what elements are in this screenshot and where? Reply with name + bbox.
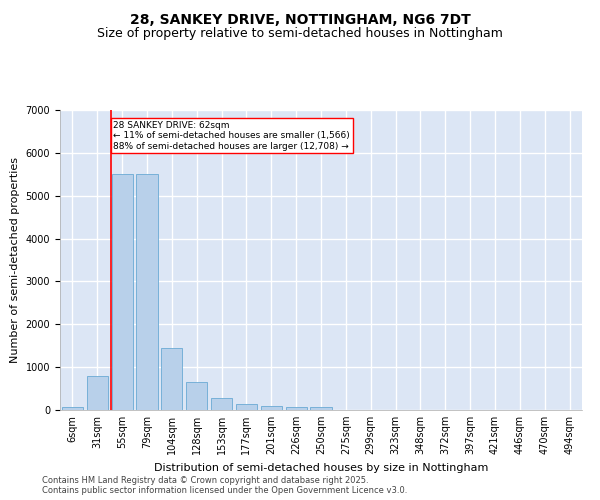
Bar — [211, 398, 232, 410]
Bar — [136, 174, 158, 410]
X-axis label: Distribution of semi-detached houses by size in Nottingham: Distribution of semi-detached houses by … — [154, 462, 488, 472]
Bar — [286, 407, 307, 410]
Bar — [161, 348, 182, 410]
Text: 28 SANKEY DRIVE: 62sqm
← 11% of semi-detached houses are smaller (1,566)
88% of : 28 SANKEY DRIVE: 62sqm ← 11% of semi-det… — [113, 120, 350, 150]
Y-axis label: Number of semi-detached properties: Number of semi-detached properties — [10, 157, 20, 363]
Text: 28, SANKEY DRIVE, NOTTINGHAM, NG6 7DT: 28, SANKEY DRIVE, NOTTINGHAM, NG6 7DT — [130, 12, 470, 26]
Bar — [87, 376, 108, 410]
Bar — [236, 404, 257, 410]
Bar — [310, 407, 332, 410]
Bar — [261, 406, 282, 410]
Bar — [62, 408, 83, 410]
Bar — [112, 174, 133, 410]
Text: Contains HM Land Registry data © Crown copyright and database right 2025.
Contai: Contains HM Land Registry data © Crown c… — [42, 476, 407, 495]
Text: Size of property relative to semi-detached houses in Nottingham: Size of property relative to semi-detach… — [97, 28, 503, 40]
Bar — [186, 382, 207, 410]
